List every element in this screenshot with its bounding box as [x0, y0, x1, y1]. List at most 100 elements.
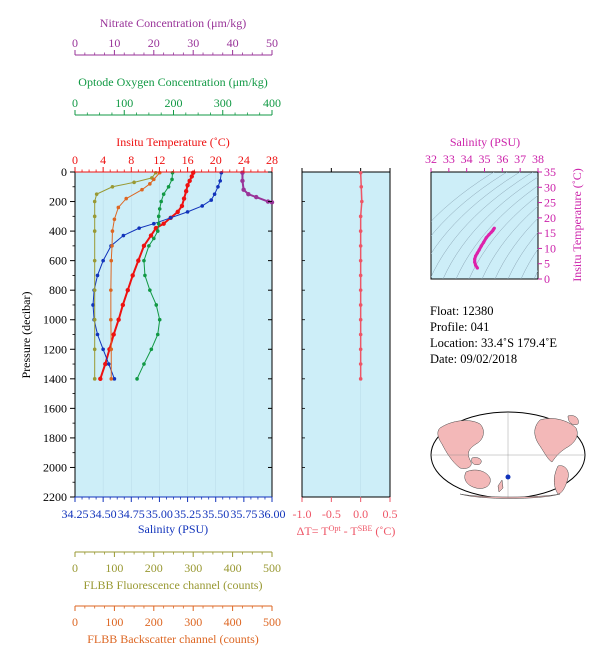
- backscatter-data-point: [112, 217, 117, 222]
- salinity-data-point: [112, 377, 117, 381]
- ts-y-tick-label: 35: [544, 165, 556, 179]
- backscatter-tick-label: 500: [263, 615, 281, 629]
- salinity-data-point: [152, 221, 156, 226]
- oxygen-data-point: [155, 332, 160, 337]
- ts-isopycnal: [442, 176, 538, 279]
- nitrate-tick-label: 50: [266, 36, 278, 50]
- backscatter-data-point: [109, 288, 113, 292]
- salinity-data-point: [218, 179, 223, 183]
- salinity-axis-title: Salinity (PSU): [138, 522, 208, 536]
- pressure-tick-label: 200: [49, 195, 67, 209]
- ts-isopycnal: [481, 205, 538, 279]
- ts-isopycnal: [586, 162, 608, 279]
- pressure-tick-label: 800: [49, 283, 67, 297]
- temperature-data-point: [130, 273, 135, 278]
- salinity-data-point: [95, 273, 100, 278]
- delta-t-tick-label: 0.0: [353, 507, 368, 521]
- ts-isopycnal: [431, 172, 534, 278]
- backscatter-tick-label: 300: [184, 615, 202, 629]
- map-greenland: [567, 415, 579, 425]
- backscatter-tick-label: 200: [145, 615, 163, 629]
- fluorescence-axis-title: FLBB Fluorescence channel (counts): [84, 578, 263, 592]
- fluorescence-data-point: [92, 199, 97, 204]
- delta-t-data-point: [358, 317, 363, 322]
- backscatter-data-point: [109, 258, 114, 263]
- oxygen-data-point: [152, 236, 156, 241]
- pressure-tick-label: 2200: [43, 490, 67, 504]
- delta-t-axis-title: ΔT= TOpt - TSBE (˚C): [297, 524, 396, 539]
- delta-t-data-point: [358, 377, 363, 381]
- profile-number: Profile: 041: [430, 320, 490, 334]
- map-north-america: [534, 418, 578, 463]
- oxygen-data-point: [142, 258, 146, 263]
- ts-data-point: [487, 233, 491, 237]
- delta-t-data-point: [358, 258, 363, 263]
- nitrate-data-point: [269, 200, 275, 205]
- temperature-data-point: [181, 196, 187, 201]
- float-location-marker: [505, 474, 511, 480]
- ts-data-point: [473, 254, 478, 258]
- ts-isopycnal: [560, 162, 608, 279]
- ts-x-tick-label: 36: [496, 152, 508, 166]
- nitrate-data-point: [240, 178, 245, 184]
- backscatter-axis: 0 100 200 300 400 500: [72, 605, 281, 629]
- ts-y-tick-label: 30: [544, 180, 556, 194]
- ts-isopycnal: [520, 248, 538, 279]
- backscatter-data-point: [110, 244, 114, 248]
- ts-x-tick-label: 34: [461, 152, 473, 166]
- delta-t-data-point: [359, 184, 364, 189]
- oxygen-axis-title: Optode Oxygen Concentration (μm/kg): [78, 75, 267, 89]
- temperature-axis: 0 4 8 12 16 20 24 28: [72, 153, 278, 173]
- ts-data-point: [473, 263, 478, 267]
- delta-t-data-point: [358, 244, 363, 248]
- ts-data-point: [473, 257, 477, 261]
- profile-date: Date: 09/02/2018: [430, 352, 518, 366]
- temperature-tick-label: 8: [128, 153, 134, 167]
- temperature-data-point: [120, 302, 126, 308]
- temperature-tick-label: 28: [266, 153, 278, 167]
- salinity-data-point: [101, 347, 105, 352]
- delta-t-content: -1.0 -0.5 0.0 0.5: [293, 168, 398, 521]
- temperature-data-point: [187, 178, 192, 184]
- salinity-data-point: [91, 303, 95, 307]
- delta-t-data-point: [358, 303, 363, 307]
- ts-isopycnal: [455, 185, 538, 279]
- fluorescence-data-point: [92, 214, 97, 219]
- ts-y-tick-label: 0: [544, 272, 550, 286]
- salinity-data-point: [168, 215, 173, 220]
- ts-x-tick-label: 32: [425, 152, 437, 166]
- oxygen-tick-label: 100: [115, 96, 133, 110]
- fluorescence-data-point: [132, 180, 136, 185]
- fluorescence-tick-label: 200: [145, 561, 163, 575]
- salinity-data-point: [106, 362, 111, 366]
- delta-t-data-point: [358, 347, 363, 352]
- backscatter-data-point: [148, 182, 152, 186]
- temperature-data-point: [103, 361, 108, 367]
- temperature-data-point: [125, 287, 130, 293]
- oxygen-data-point: [156, 214, 161, 219]
- oxygen-data-point: [159, 199, 163, 204]
- fluorescence-data-point: [92, 317, 97, 322]
- ts-plot-area: [430, 171, 539, 280]
- oxygen-data-point: [143, 273, 147, 278]
- fluorescence-data-point: [110, 184, 115, 189]
- ts-data-point: [475, 251, 479, 255]
- delta-t-data-point: [358, 229, 363, 233]
- temperature-tick-label: 12: [153, 153, 165, 167]
- backscatter-data-point: [116, 205, 121, 210]
- salinity-tick-label: 34.75: [118, 507, 145, 521]
- oxygen-data-point: [166, 184, 171, 189]
- backscatter-data-point: [109, 347, 114, 352]
- salinity-data-point: [137, 226, 141, 230]
- nitrate-data-point: [254, 194, 259, 200]
- delta-t-data-point: [358, 170, 363, 175]
- temperature-data-point: [175, 209, 180, 215]
- oxygen-tick-label: 200: [165, 96, 183, 110]
- ts-isopycnal: [494, 217, 538, 279]
- float-id: Float: 12380: [430, 304, 494, 318]
- salinity-data-point: [121, 233, 126, 238]
- salinity-tick-label: 36.00: [259, 507, 286, 521]
- pressure-tick-label: 0: [61, 165, 67, 179]
- delta-t-plot-area: [301, 171, 391, 498]
